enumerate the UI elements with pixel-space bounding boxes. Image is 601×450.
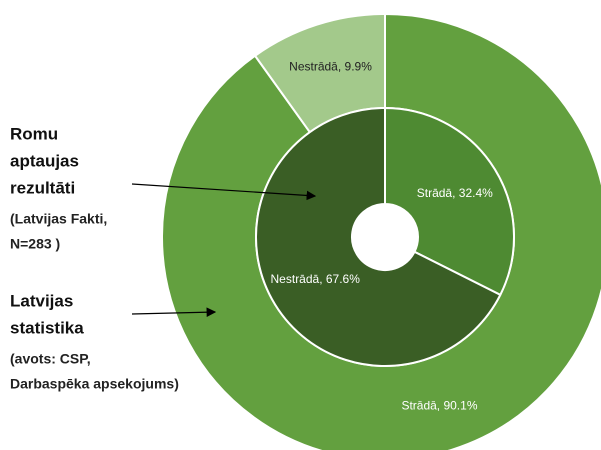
arrow xyxy=(131,307,217,318)
annotation-note: (Latvijas Fakti, xyxy=(10,211,107,227)
value-label: Strādā, 90.1% xyxy=(401,399,477,413)
slice xyxy=(384,106,515,297)
annotation-note: (avots: CSP, xyxy=(10,351,91,367)
annotation-note: Darbaspēka apsekojums) xyxy=(10,376,179,392)
value-label: Nestrādā, 9.9% xyxy=(289,60,372,74)
value-label: Nestrādā, 67.6% xyxy=(271,272,361,286)
annotation-title: Latvijas xyxy=(10,291,73,310)
arrow xyxy=(131,183,317,201)
annotation-title: rezultāti xyxy=(10,178,75,197)
annotation-note: N=283 ) xyxy=(10,236,60,252)
rings xyxy=(161,12,601,450)
annotation-title: aptaujas xyxy=(10,151,79,170)
value-label: Strādā, 32.4% xyxy=(417,186,493,200)
slice xyxy=(255,106,502,367)
labels: Strādā, 90.1% Nestrādā, 9.9% Strādā, 32.4%… xyxy=(271,60,494,413)
annotation-title: Romu xyxy=(10,124,58,143)
annotation-title: statistika xyxy=(10,318,84,337)
